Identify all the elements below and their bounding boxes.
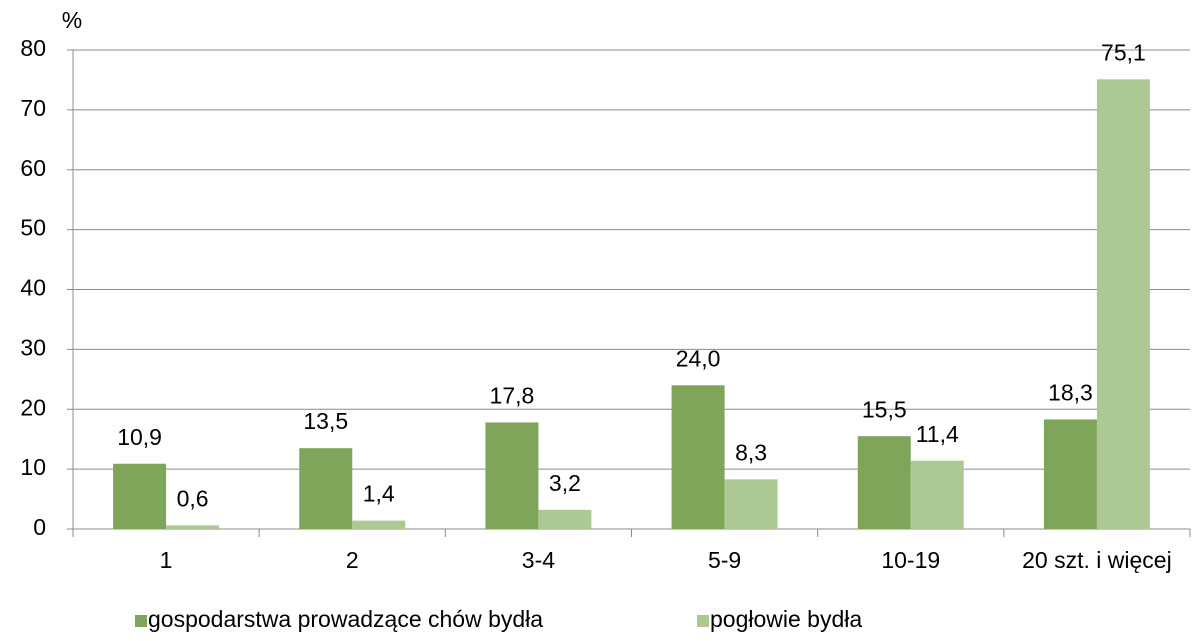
value-label: 13,5 <box>303 408 348 434</box>
y-tick-label: 40 <box>20 275 46 301</box>
y-tick-label: 30 <box>20 334 46 360</box>
bar <box>299 448 353 529</box>
legend-swatch <box>135 615 147 627</box>
value-label: 10,9 <box>117 424 162 450</box>
value-label: 15,5 <box>862 396 907 422</box>
value-label: 0,6 <box>177 485 209 511</box>
value-label: 3,2 <box>549 470 581 496</box>
value-label: 17,8 <box>490 383 535 409</box>
bar <box>857 436 911 529</box>
y-axis-label: % <box>62 7 82 33</box>
y-tick-label: 20 <box>20 394 46 420</box>
y-tick-label: 80 <box>20 35 46 61</box>
bar <box>538 509 592 529</box>
legend-label: pogłowie bydła <box>710 606 862 632</box>
bar <box>1043 419 1097 529</box>
bar <box>485 422 539 529</box>
x-tick-label: 10-19 <box>881 547 940 573</box>
x-tick-label: 1 <box>160 547 173 573</box>
y-tick-label: 50 <box>20 215 46 241</box>
y-tick-label: 0 <box>33 514 46 540</box>
legend-swatch <box>697 615 709 627</box>
value-label: 18,3 <box>1048 380 1093 406</box>
value-label: 75,1 <box>1101 39 1146 65</box>
value-label: 1,4 <box>363 481 395 507</box>
bar <box>166 525 220 529</box>
value-label: 8,3 <box>735 439 767 465</box>
bar <box>113 463 167 529</box>
x-tick-label: 20 szt. i więcej <box>1022 547 1172 573</box>
y-tick-label: 70 <box>20 95 46 121</box>
bar <box>1096 79 1150 530</box>
y-tick-label: 10 <box>20 454 46 480</box>
bar <box>671 385 725 529</box>
y-tick-label: 60 <box>20 155 46 181</box>
x-tick-label: 3-4 <box>522 547 555 573</box>
x-tick-label: 2 <box>346 547 359 573</box>
legend-label: gospodarstwa prowadzące chów bydła <box>148 606 543 632</box>
bar <box>724 479 778 529</box>
x-tick-label: 5-9 <box>708 547 741 573</box>
value-label: 11,4 <box>916 421 959 447</box>
value-label: 24,0 <box>676 345 721 371</box>
bar <box>352 520 406 529</box>
bar <box>910 460 964 529</box>
